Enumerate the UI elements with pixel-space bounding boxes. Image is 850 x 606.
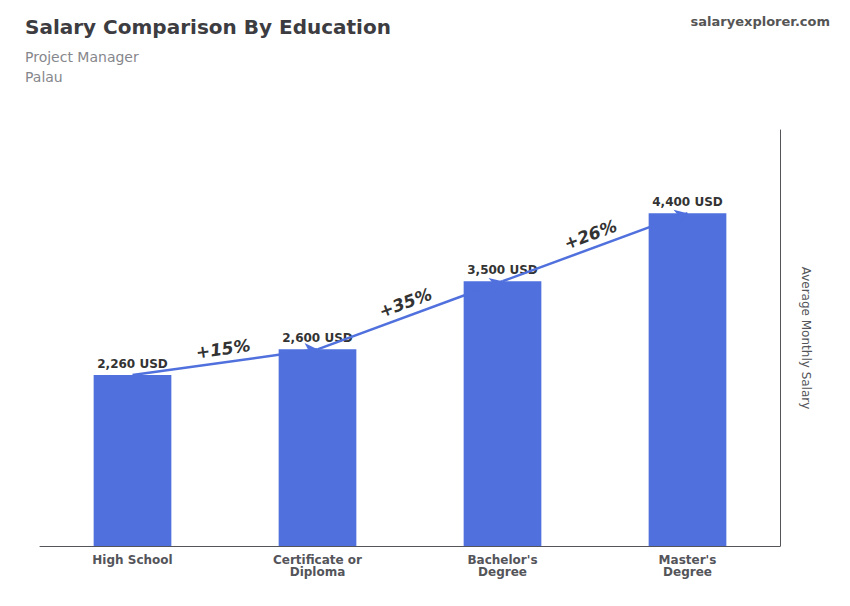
svg-text:+15%: +15% (195, 335, 252, 362)
svg-text:Certificate or: Certificate or (273, 553, 362, 567)
svg-text:+26%: +26% (561, 216, 619, 254)
svg-text:3,500 USD: 3,500 USD (467, 263, 538, 277)
svg-text:2,260 USD: 2,260 USD (97, 357, 168, 371)
svg-text:Degree: Degree (478, 565, 527, 579)
svg-text:+35%: +35% (376, 284, 434, 322)
svg-text:Palau: Palau (25, 69, 63, 85)
svg-text:Diploma: Diploma (290, 565, 346, 579)
svg-text:Salary Comparison By Education: Salary Comparison By Education (25, 15, 391, 39)
svg-text:2,600 USD: 2,600 USD (282, 331, 353, 345)
svg-text:Degree: Degree (663, 565, 712, 579)
svg-text:Bachelor's: Bachelor's (467, 553, 538, 567)
svg-text:salaryexplorer.com: salaryexplorer.com (691, 14, 830, 29)
svg-text:4,400 USD: 4,400 USD (652, 195, 723, 209)
svg-text:High School: High School (92, 553, 172, 567)
svg-text:Project Manager: Project Manager (25, 49, 139, 65)
svg-text:Master's: Master's (658, 553, 717, 567)
svg-text:Average Monthly Salary: Average Monthly Salary (799, 267, 813, 410)
